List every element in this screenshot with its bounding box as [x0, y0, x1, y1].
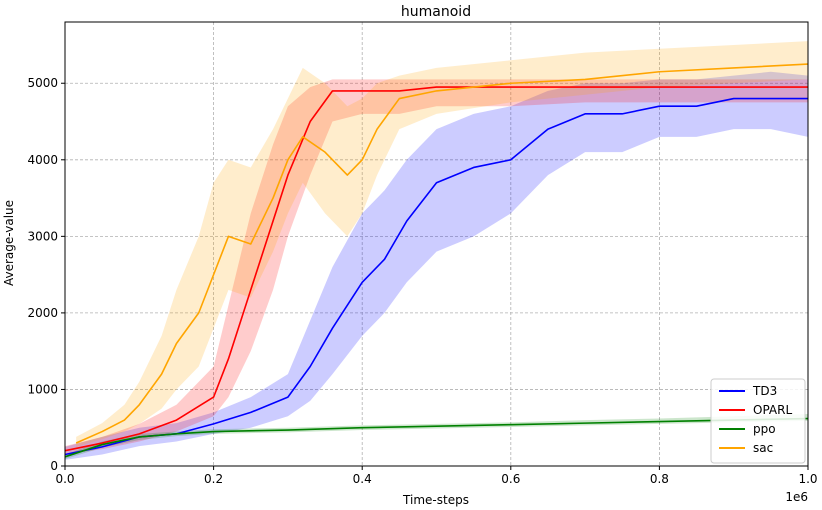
- legend-label-oparl: OPARL: [753, 403, 792, 417]
- x-tick-label: 0.6: [501, 472, 520, 486]
- plot-frame: [64, 21, 809, 467]
- line-oparl: [64, 86, 808, 452]
- x-tick-label: 0.2: [204, 472, 223, 486]
- legend-label-td3: TD3: [752, 384, 777, 398]
- x-tick-label: 0.0: [55, 472, 74, 486]
- legend: TD3 OPARL ppo sac: [710, 378, 806, 464]
- series-lines: [64, 63, 809, 458]
- x-axis-offset-label: 1e6: [785, 490, 808, 504]
- x-tick-label: 0.8: [650, 472, 669, 486]
- band-sac: [76, 41, 808, 447]
- x-tick-label: 1.0: [798, 472, 817, 486]
- y-tick-label: 2000: [27, 306, 58, 320]
- line-td3: [64, 97, 808, 456]
- band-td3: [65, 71, 808, 460]
- y-axis-label: Average-value: [2, 200, 16, 286]
- y-tick-label: 1000: [27, 382, 58, 396]
- y-tick-label: 3000: [27, 229, 58, 243]
- y-tick-label: 0: [50, 459, 58, 473]
- x-axis-ticks: 0.0 0.2 0.4 0.6 0.8 1.0: [55, 466, 818, 486]
- x-axis-label: Time-steps: [402, 493, 469, 507]
- legend-box: [710, 378, 806, 464]
- line-ppo: [64, 417, 809, 458]
- y-tick-label: 5000: [27, 76, 58, 90]
- legend-label-ppo: ppo: [753, 422, 776, 436]
- x-tick-label: 0.4: [353, 472, 372, 486]
- y-axis-ticks: 0 1000 2000 3000 4000 5000: [27, 76, 65, 473]
- y-tick-label: 4000: [27, 153, 58, 167]
- chart-title: humanoid: [401, 4, 471, 20]
- line-sac: [75, 63, 809, 444]
- series-bands: [65, 41, 808, 460]
- legend-label-sac: sac: [753, 441, 773, 455]
